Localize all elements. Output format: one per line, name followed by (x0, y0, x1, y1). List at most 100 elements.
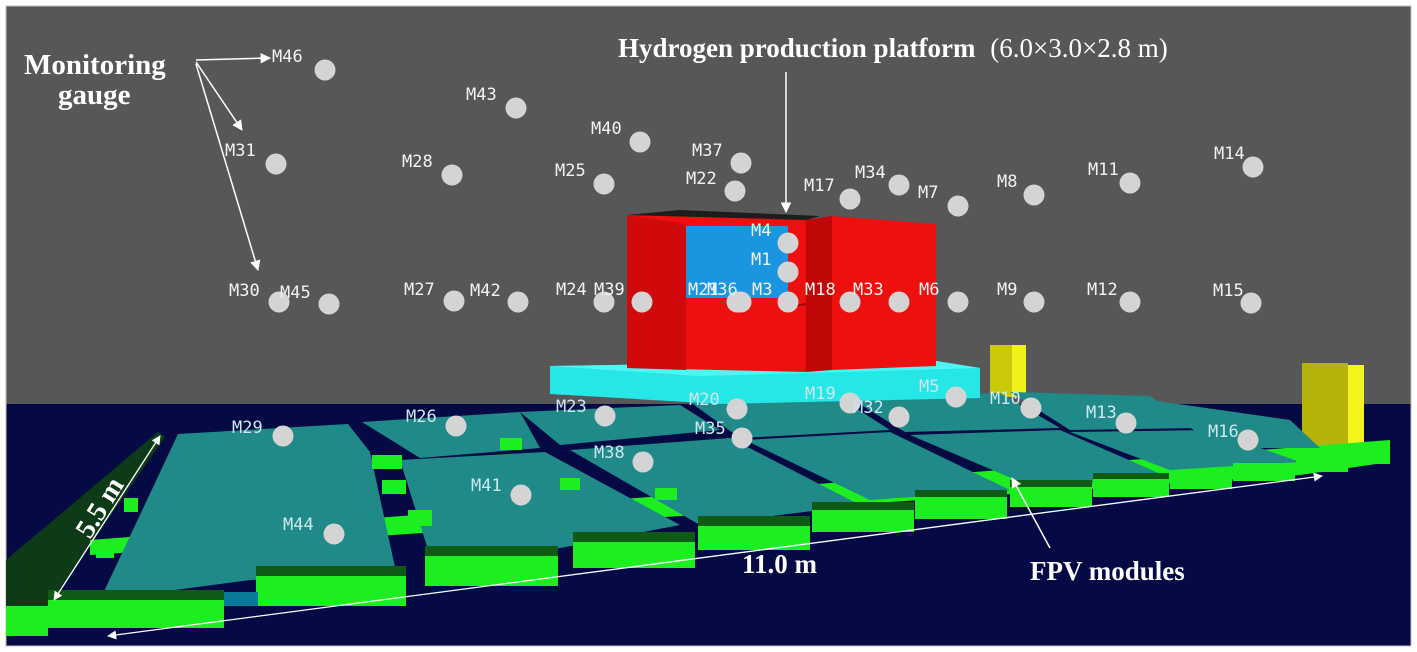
gauge-m11: M11 (1088, 160, 1141, 194)
gauge-label: M17 (804, 176, 835, 196)
gauge-label: M14 (1214, 144, 1245, 164)
gauge-marker (730, 152, 752, 174)
gauge-label: M18 (805, 280, 836, 300)
gauge-marker (1242, 156, 1264, 178)
gauge-label: M24 (556, 280, 587, 300)
gauge-marker (1115, 412, 1137, 434)
gauge-m4: M4 (751, 221, 799, 254)
gauge-marker (839, 392, 861, 414)
gauge-label: M6 (919, 280, 939, 300)
gauge-marker (726, 398, 748, 420)
yellow-post-mid (990, 345, 1026, 397)
gauge-marker (777, 291, 799, 313)
platform-roof (627, 210, 820, 220)
gauge-m6: M6 (919, 280, 969, 313)
gauge-m45: M45 (280, 283, 340, 315)
gauge-label: M38 (594, 443, 625, 463)
gauge-marker (1240, 292, 1262, 314)
gauge-m7: M7 (918, 183, 969, 217)
gauge-m37: M37 (692, 141, 752, 174)
gauge-m40: M40 (591, 119, 651, 153)
gauge-marker (947, 291, 969, 313)
gauge-label: M5 (919, 377, 939, 397)
gauge-label: M7 (918, 183, 938, 203)
gauge-m22: M22 (686, 169, 746, 202)
gauge-label: M32 (853, 398, 884, 418)
gauge-marker (730, 291, 752, 313)
gauge-m29: M29 (232, 418, 294, 447)
monitoring-label-line2: gauge (58, 79, 131, 111)
fpv-panel (1150, 400, 1320, 448)
gauge-marker (777, 261, 799, 283)
platform-label-dims: (6.0×3.0×2.8 m) (990, 33, 1167, 63)
arrow-to-m46 (195, 53, 272, 64)
gauge-marker (631, 291, 653, 313)
gauge-m23: M23 (556, 397, 616, 427)
gauge-marker (441, 164, 463, 186)
gauge-label: M44 (283, 515, 314, 535)
gauge-label: M26 (406, 407, 437, 427)
gauge-label: M36 (707, 280, 738, 300)
yellow-post-right (1302, 363, 1364, 446)
gauge-label: M9 (997, 280, 1017, 300)
gauge-marker (1119, 291, 1141, 313)
annotation-arrows (53, 53, 1323, 640)
gauge-m8: M8 (997, 172, 1045, 206)
gauge-marker (505, 97, 527, 119)
platform-label: Hydrogen production platform (6.0×3.0×2.… (618, 33, 1168, 63)
gauge-m5: M5 (919, 377, 967, 408)
gauge-marker (888, 291, 910, 313)
gauge-label: M29 (232, 418, 263, 438)
gauge-marker (888, 406, 910, 428)
gauge-marker (445, 415, 467, 437)
gauge-m13: M13 (1086, 403, 1137, 434)
gauge-label: M28 (402, 152, 433, 172)
dimension-line-length (107, 472, 1323, 640)
gauge-label: M3 (752, 280, 772, 300)
length-dimension-label: 11.0 m (742, 549, 818, 579)
gauge-m17: M17 (804, 176, 861, 210)
platform-side-face (806, 216, 832, 372)
gauge-label: M8 (997, 172, 1017, 192)
gauge-marker (945, 386, 967, 408)
gauge-m15: M15 (1213, 281, 1262, 314)
gauge-m33: M33 (853, 280, 910, 313)
gauge-m34: M34 (855, 163, 910, 196)
gauge-label: M23 (556, 397, 587, 417)
gauge-m43: M43 (466, 85, 527, 119)
gauge-label: M13 (1086, 403, 1117, 423)
gauge-m10: M10 (990, 389, 1042, 419)
gauge-m20: M20 (689, 390, 748, 420)
gauge-label: M15 (1213, 281, 1244, 301)
gauge-label: M16 (1208, 422, 1239, 442)
gauge-label: M41 (471, 476, 502, 496)
fpv-panel (910, 430, 1170, 486)
gauge-m16: M16 (1208, 422, 1259, 451)
gauge-label: M45 (280, 283, 311, 303)
gauge-label: M39 (594, 280, 625, 300)
gauge-label: M40 (591, 119, 622, 139)
monitoring-gauges: M46 M43 M40 M37 M34 M31 M28 M25 M22 M17 M7 M8 M11 M14… (225, 47, 1264, 545)
gauge-m42: M42 (470, 281, 529, 313)
gauge-marker (318, 293, 340, 315)
gauge-marker (510, 484, 532, 506)
arrow-to-m31 (195, 61, 243, 131)
gauge-label: M20 (689, 390, 720, 410)
gauge-m25: M25 (555, 161, 615, 195)
gauge-marker (629, 131, 651, 153)
gauge-m28: M28 (402, 152, 463, 186)
gauge-label: M22 (686, 169, 717, 189)
gauge-m30: M30 (229, 281, 290, 313)
gauge-m3: M3 (752, 280, 799, 313)
gauge-marker (593, 291, 615, 313)
gauge-label: M31 (225, 141, 256, 161)
gauge-m26: M26 (406, 407, 467, 437)
gauge-label: M19 (805, 384, 836, 404)
gauge-m35: M35 (695, 419, 753, 449)
gauge-marker (839, 291, 861, 313)
gauge-m1: M1 (751, 250, 799, 283)
gauge-label: M12 (1087, 280, 1118, 300)
platform-label-name: Hydrogen production platform (618, 33, 976, 63)
